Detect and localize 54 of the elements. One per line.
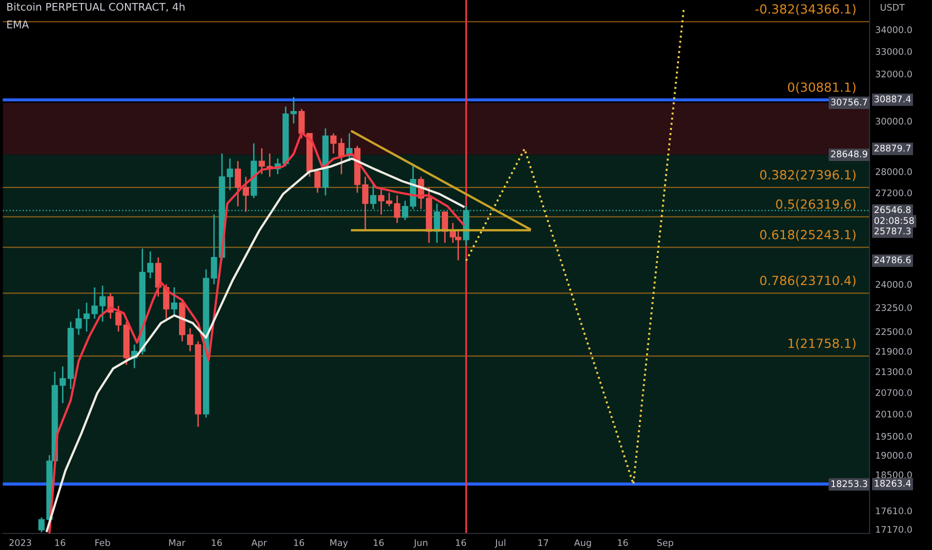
y-tick-label: 30000.0 — [876, 118, 912, 125]
x-tick-label: 16 — [55, 539, 66, 546]
x-tick-label: 17 — [538, 539, 548, 546]
y-tick-label: 17170.0 — [876, 526, 912, 533]
ref-line-label: 0(30881.1) — [788, 82, 856, 94]
ref-line-label: 0.618(25243.1) — [760, 230, 856, 241]
x-tick-label: 16 — [374, 539, 384, 546]
ref-line-label: -0.382(34366.1) — [755, 4, 856, 16]
y-tick-label: 27200.0 — [876, 189, 912, 196]
y-tick-label: 18500.0 — [876, 471, 912, 478]
y-tick-label: 22500.0 — [876, 328, 912, 336]
ref-line-label: 1(21758.1) — [788, 338, 856, 350]
y-tick-label: 28000.0 — [876, 168, 912, 176]
y-tick-label: 24000.0 — [876, 281, 912, 288]
x-tick-label: 16 — [294, 539, 304, 546]
x-tick-label: Feb — [95, 539, 110, 546]
ref-line-label: 0.382(27396.1) — [760, 170, 856, 181]
y-tick-label: 33000.0 — [876, 48, 912, 55]
x-tick-label: 16 — [618, 539, 628, 546]
y-tick-label: 19500.0 — [876, 432, 912, 440]
x-tick-label: Sep — [657, 539, 674, 548]
y-axis-title: USDT — [880, 4, 905, 11]
ref-line-label: 0.5(26319.6) — [776, 199, 856, 210]
y-tick-label: 19000.0 — [876, 452, 912, 459]
x-tick-label: 16 — [456, 539, 466, 546]
annotation: 24786.6 — [874, 256, 911, 264]
text: 02:08:58 — [874, 217, 914, 224]
annotation: 30887.4 — [874, 96, 911, 102]
x-tick-label: 2023 — [9, 539, 32, 546]
y-tick-label: 21900.0 — [876, 348, 912, 355]
x-tick-label: 16 — [212, 539, 222, 546]
y-tick-label: 23250.0 — [876, 304, 912, 312]
annotation: EMA — [7, 20, 29, 28]
annotation: 18263.4 — [874, 480, 911, 487]
x-tick-label: Jul — [494, 539, 506, 548]
x-tick-label: Mar — [169, 539, 186, 546]
annotation: 28648.9 — [831, 150, 868, 158]
y-tick-label: 17610.0 — [876, 507, 912, 514]
y-tick-label: 20100.0 — [876, 410, 912, 418]
annotation: 25787.3 — [874, 228, 910, 234]
x-tick-label: Apr — [251, 539, 267, 548]
chart-title: Bitcoin PERPETUAL CONTRACT, 4h — [7, 2, 184, 12]
y-tick-label: 34000.0 — [876, 26, 912, 34]
annotation: 30756.7 — [831, 98, 868, 106]
y-tick-label: 21300.0 — [876, 368, 912, 376]
annotation: 28879.7 — [874, 144, 910, 152]
annotation: 18253.3 — [831, 480, 868, 488]
x-tick-label: May — [330, 539, 348, 548]
x-tick-label: Jun — [414, 539, 428, 548]
annotation: 26546.8 — [874, 206, 911, 214]
x-tick-label: Aug — [574, 539, 591, 548]
y-tick-label: 32000.0 — [876, 70, 912, 78]
y-tick-label: 20700.0 — [876, 389, 912, 396]
ref-line-label: 0.786(23710.4) — [760, 276, 856, 287]
